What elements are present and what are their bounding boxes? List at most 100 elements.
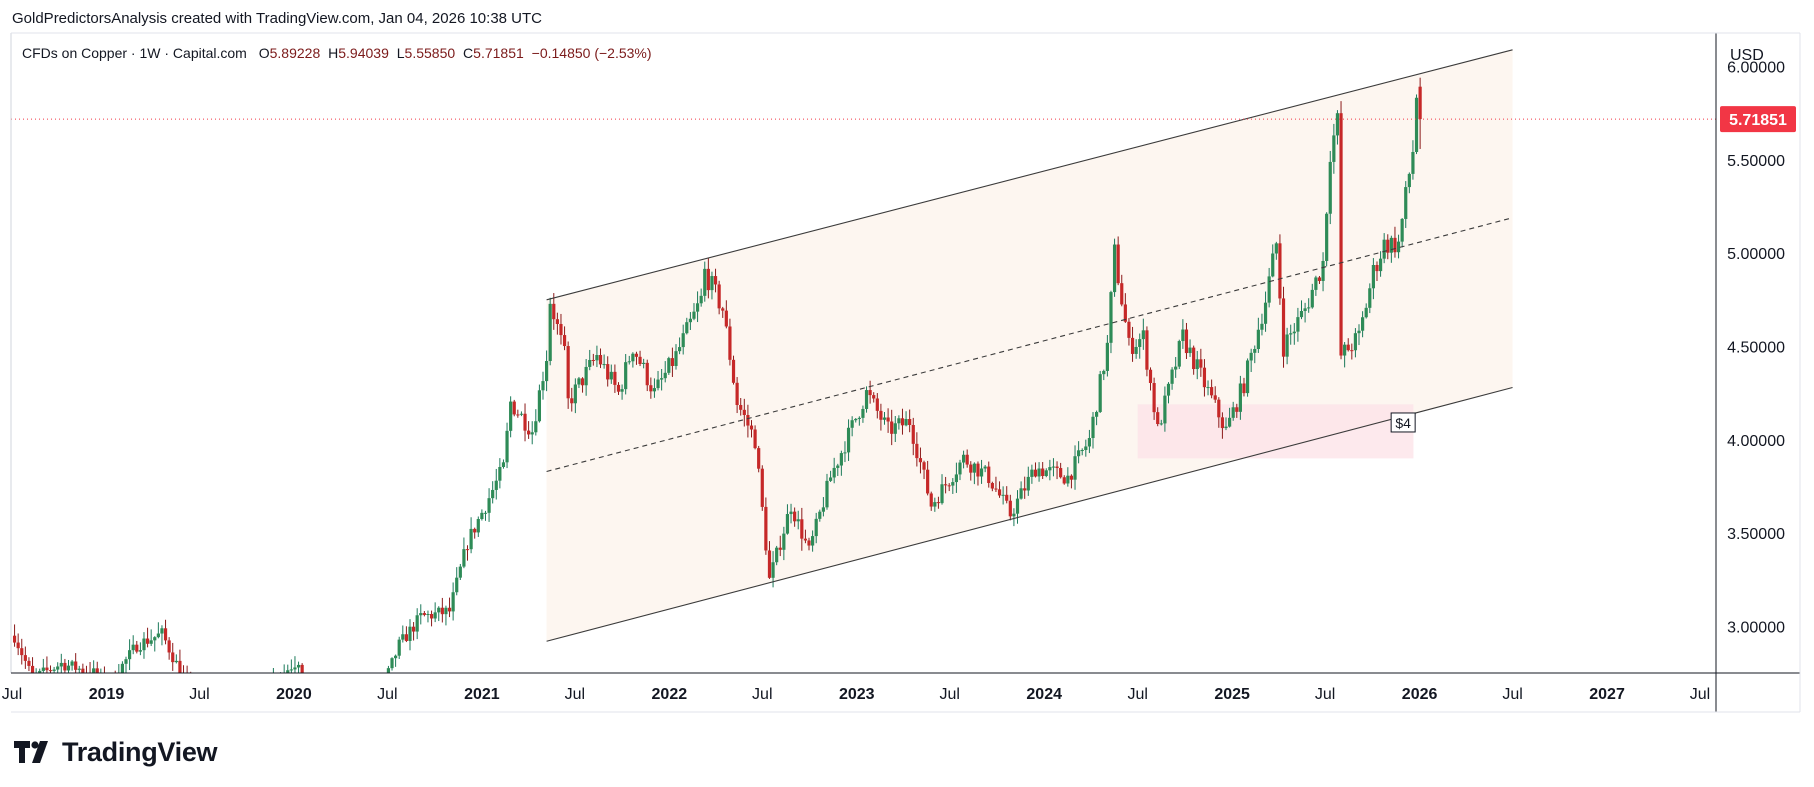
candle-body: [63, 662, 67, 671]
candle-body: [800, 519, 804, 539]
candle-body: [174, 660, 178, 663]
candle: [1051, 458, 1056, 477]
candle-body: [828, 477, 833, 481]
candle-body: [620, 389, 624, 392]
candle-body: [362, 736, 365, 743]
candle-body: [1077, 450, 1081, 457]
candle: [753, 425, 757, 450]
support-annotation: $4: [1390, 412, 1416, 433]
candle: [541, 371, 545, 400]
candle: [1166, 382, 1171, 404]
candle: [1350, 343, 1354, 360]
candle: [933, 497, 937, 512]
candle-body: [214, 701, 217, 703]
candle: [1033, 462, 1038, 478]
candle: [347, 750, 350, 769]
candle: [746, 404, 750, 438]
candle-body: [724, 310, 728, 327]
candle: [523, 403, 527, 442]
candle-body: [394, 655, 398, 659]
symbol-legend[interactable]: CFDs on Copper · 1W · Capital.com O5.892…: [22, 45, 652, 61]
candle-body: [386, 668, 391, 673]
candle: [92, 660, 96, 673]
candle: [821, 497, 825, 517]
candle-body: [836, 465, 840, 468]
candle: [1260, 313, 1264, 336]
candle: [38, 668, 42, 673]
candle-body: [897, 418, 901, 424]
candle-body: [739, 405, 743, 410]
candle-body: [268, 689, 271, 693]
candle: [336, 769, 339, 787]
candle-body: [1019, 488, 1023, 499]
low-prefix: L: [396, 45, 405, 61]
candle-body: [580, 378, 585, 386]
candle-body: [1210, 387, 1214, 396]
symbol-name[interactable]: CFDs on Copper · 1W · Capital.com: [22, 45, 247, 61]
candle: [843, 441, 847, 463]
candle: [1256, 317, 1260, 353]
candle: [131, 635, 135, 655]
candle-body: [1382, 239, 1386, 259]
candle-body: [35, 674, 38, 676]
candle-body: [872, 395, 876, 399]
candle-body: [1224, 426, 1228, 429]
candle: [1238, 375, 1242, 420]
candle-body: [236, 703, 239, 708]
candle-body: [99, 674, 102, 676]
candle-body: [936, 502, 941, 504]
candle: [951, 478, 955, 494]
candle: [1073, 445, 1077, 490]
candle-body: [103, 674, 106, 686]
candle: [63, 658, 67, 673]
candle: [491, 481, 495, 504]
candle: [1231, 401, 1235, 421]
candle-body: [577, 378, 581, 385]
candle-body: [864, 390, 869, 409]
candle: [1192, 345, 1196, 375]
candle-body: [990, 483, 994, 489]
candle: [35, 668, 38, 676]
candle-body: [358, 743, 361, 745]
candle: [638, 350, 642, 367]
candle: [527, 421, 531, 439]
candle-body: [45, 667, 49, 671]
candle: [1371, 258, 1375, 300]
candle-body: [319, 733, 322, 738]
candle-body: [1123, 304, 1127, 322]
candle-body: [749, 425, 754, 430]
candle-body: [1317, 277, 1322, 281]
candle-body: [1130, 337, 1135, 354]
candle: [559, 313, 563, 345]
candle-body: [1339, 113, 1343, 356]
candle: [1343, 342, 1347, 368]
candle: [1310, 283, 1314, 309]
candle-body: [818, 511, 822, 519]
candle: [326, 745, 329, 767]
candle: [828, 470, 833, 482]
candle: [1249, 348, 1253, 373]
candle: [573, 378, 577, 414]
candle: [627, 355, 631, 365]
candle-body: [570, 398, 574, 404]
candle: [1368, 283, 1372, 314]
candle: [872, 392, 876, 403]
candle-body: [1051, 466, 1056, 468]
candle-body: [229, 703, 232, 711]
candle-body: [1184, 329, 1189, 354]
candle-body: [965, 454, 969, 465]
candle: [329, 755, 332, 782]
candle: [433, 602, 437, 623]
candle-body: [469, 528, 473, 550]
candle-body: [1202, 367, 1207, 388]
tradingview-logo[interactable]: TradingView: [14, 737, 218, 767]
candle-body: [713, 276, 718, 285]
last-price-badge: [1720, 106, 1796, 133]
candle: [174, 654, 178, 664]
candle: [544, 350, 549, 392]
candle-body: [660, 378, 664, 380]
candle-body: [645, 362, 649, 386]
candle-body: [1174, 366, 1178, 370]
candle: [1109, 290, 1113, 354]
